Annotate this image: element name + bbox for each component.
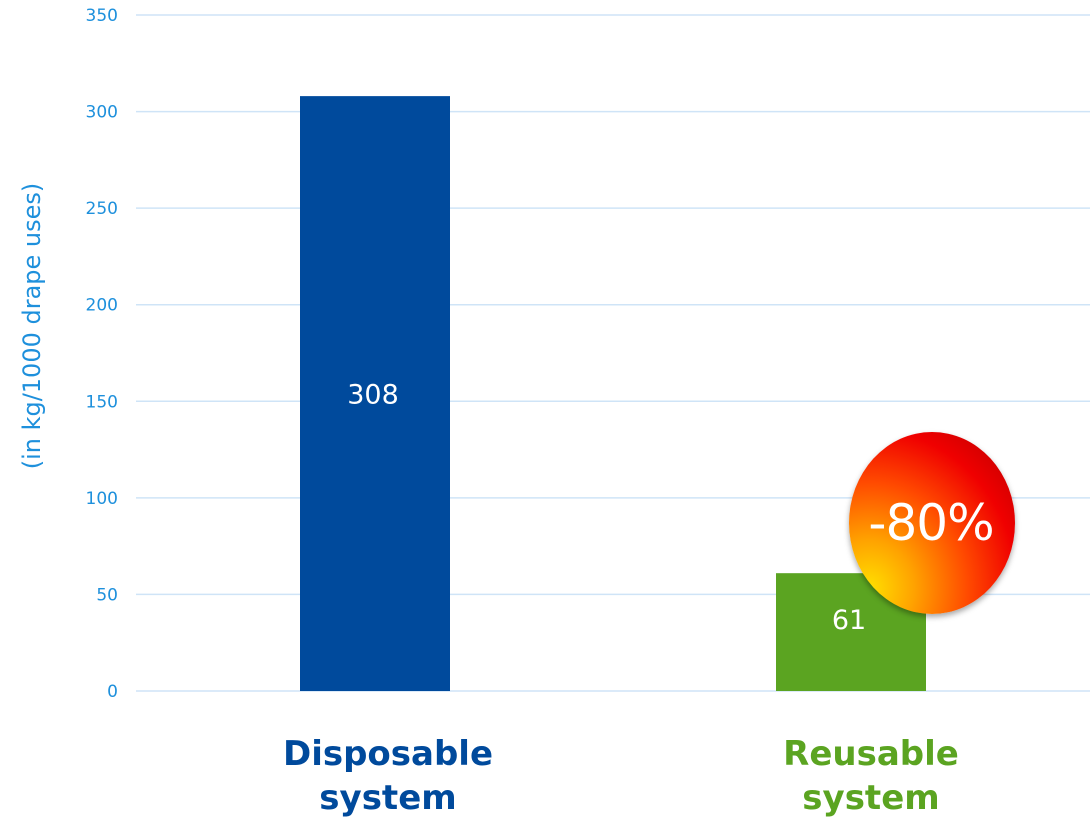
y-tick-label-350: 350 [86, 6, 118, 26]
category-label-disposable: Disposable system [282, 734, 494, 818]
y-tick-label-50: 50 [96, 585, 118, 605]
data-label-1: 61 [832, 605, 866, 636]
y-tick-label-0: 0 [107, 682, 118, 702]
reduction-badge-text: -80% [868, 494, 994, 552]
data-label-0: 308 [347, 380, 399, 411]
y-tick-label-250: 250 [86, 199, 118, 219]
bar-0 [300, 96, 450, 692]
category-label-reusable: Reusable system [783, 734, 959, 818]
reduction-badge: -80% [849, 432, 1015, 614]
y-tick-label-100: 100 [86, 489, 118, 509]
y-tick-label-300: 300 [86, 103, 118, 123]
y-tick-label-200: 200 [86, 296, 118, 316]
y-axis-label: (in kg/1000 drape uses) [18, 182, 46, 470]
y-tick-label-150: 150 [86, 392, 118, 412]
